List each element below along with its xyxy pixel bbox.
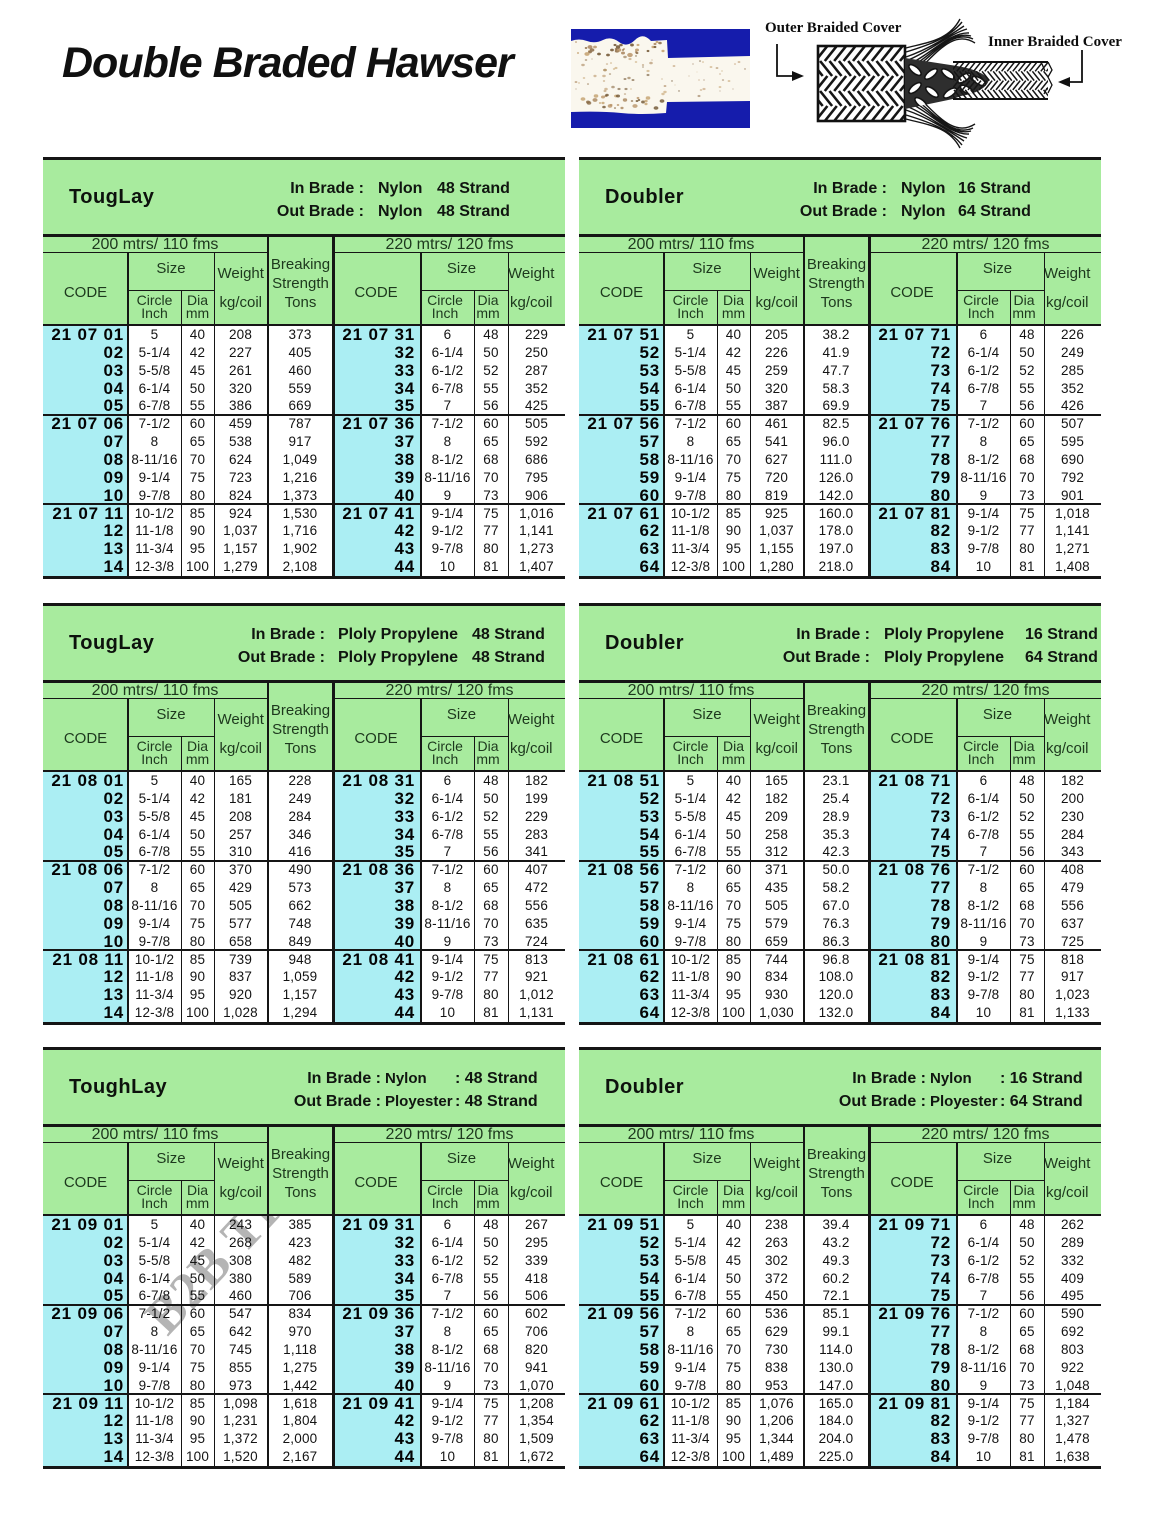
svg-text:Inner Braided Cover: Inner Braided Cover bbox=[988, 34, 1122, 50]
svg-text:Outer Braided Cover: Outer Braided Cover bbox=[765, 20, 902, 36]
